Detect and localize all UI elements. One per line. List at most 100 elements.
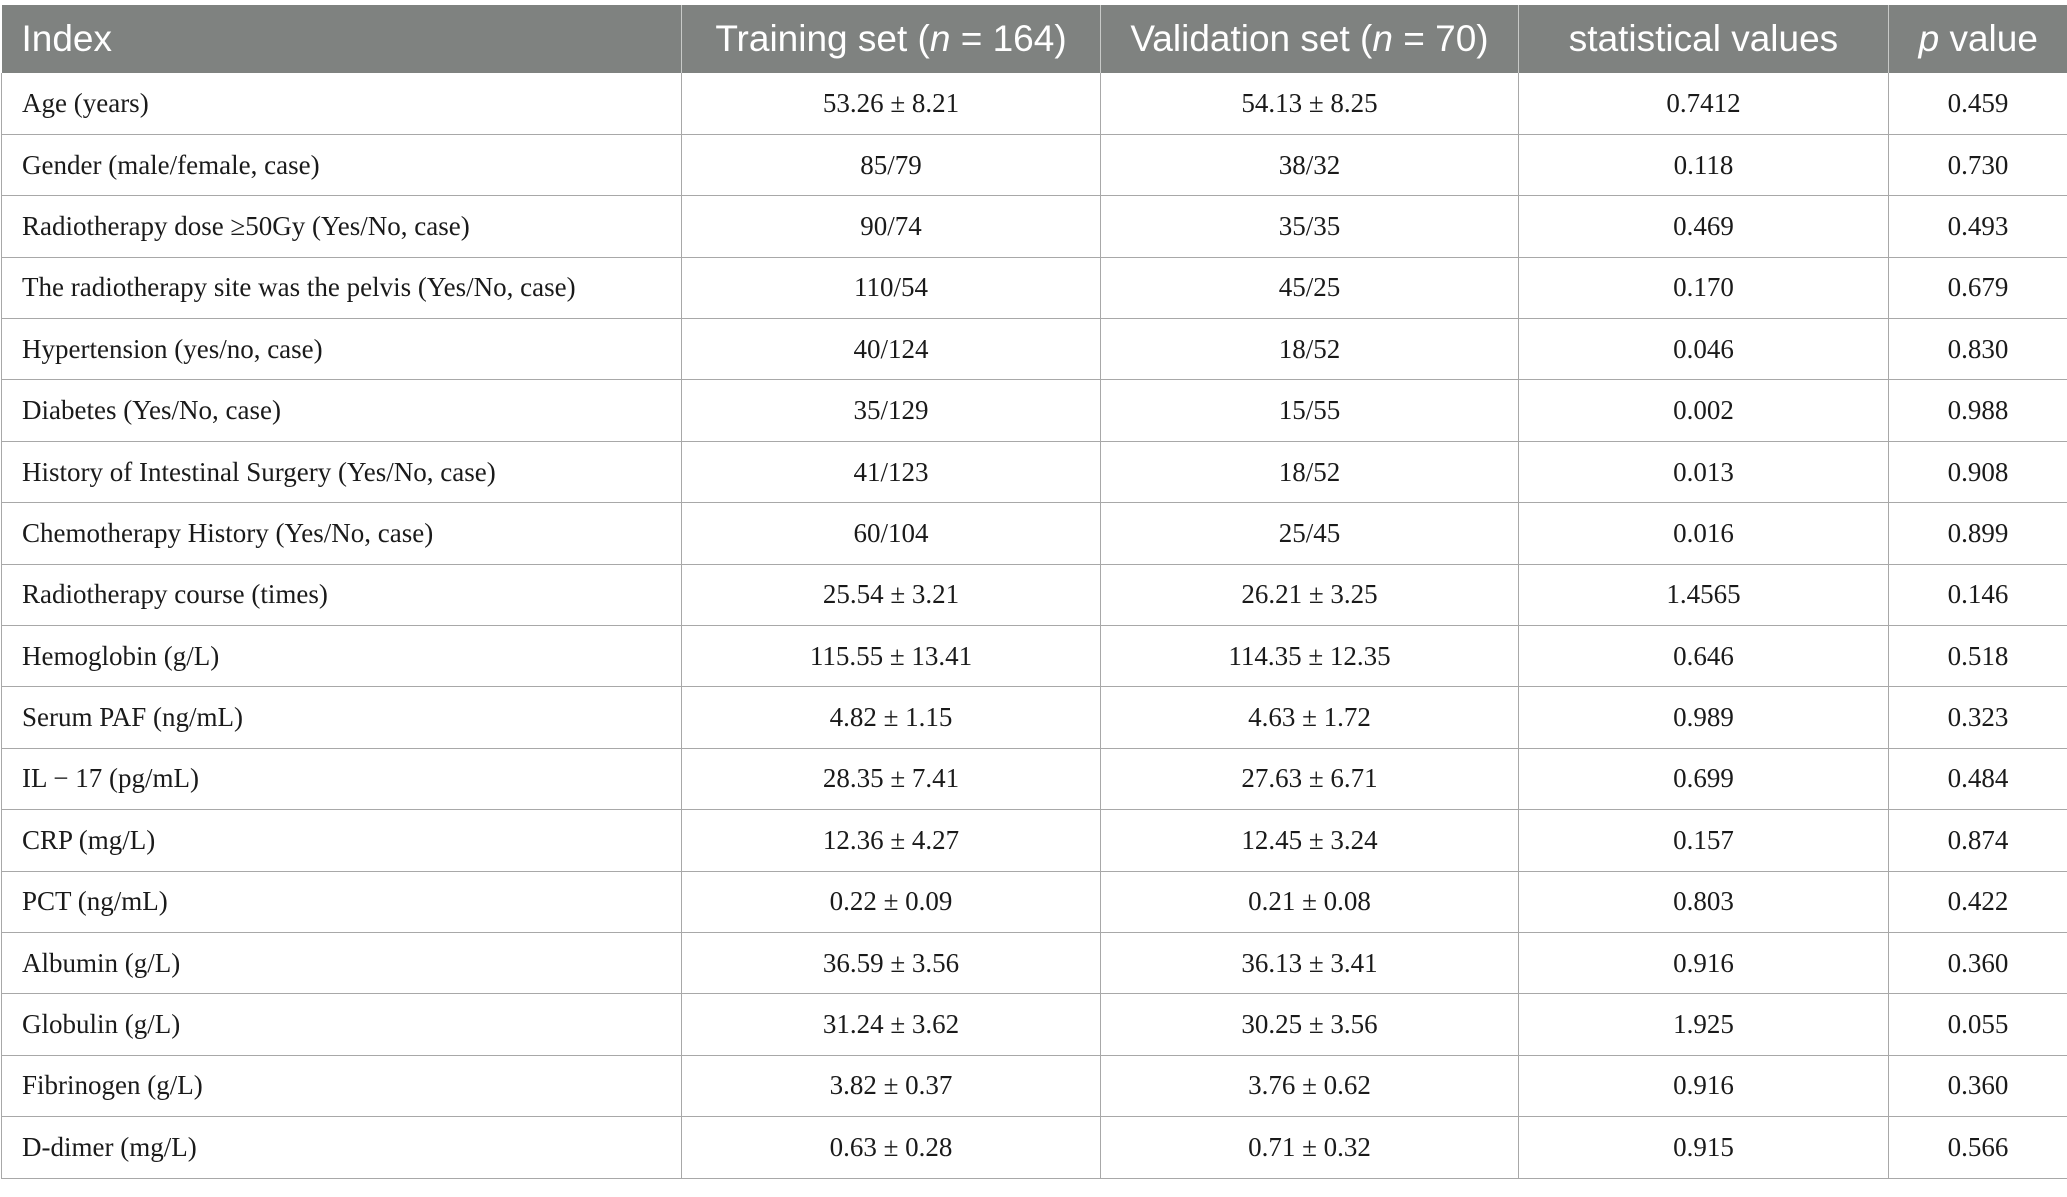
cell-statistic: 0.002	[1518, 379, 1889, 442]
cell-training: 25.54 ± 3.21	[681, 564, 1101, 627]
cell-validation: 0.71 ± 0.32	[1100, 1116, 1519, 1179]
cell-training: 53.26 ± 8.21	[681, 73, 1101, 135]
table-row: Chemotherapy History (Yes/No, case) 60/10…	[1, 502, 2067, 565]
cell-index: Globulin (g/L)	[1, 993, 682, 1056]
cell-index: History of Intestinal Surgery (Yes/No, c…	[1, 441, 682, 504]
cell-training: 115.55 ± 13.41	[681, 625, 1101, 688]
table-row: CRP (mg/L) 12.36 ± 4.27 12.45 ± 3.24 0.157 0…	[1, 809, 2067, 872]
header-row: Index Training set (n = 164) Validation …	[1, 5, 2067, 73]
table-row: D-dimer (mg/L) 0.63 ± 0.28 0.71 ± 0.32 0.91…	[1, 1116, 2067, 1179]
cell-training: 12.36 ± 4.27	[681, 809, 1101, 872]
cell-validation: 15/55	[1100, 379, 1519, 442]
header-training-set: Training set (n = 164)	[681, 5, 1101, 73]
table-row: Age (years) 53.26 ± 8.21 54.13 ± 8.25 0.741…	[1, 73, 2067, 135]
cell-index: Diabetes (Yes/No, case)	[1, 379, 682, 442]
cell-training: 40/124	[681, 318, 1101, 381]
cell-statistic: 0.916	[1518, 932, 1889, 995]
cell-validation: 36.13 ± 3.41	[1100, 932, 1519, 995]
cell-index: Radiotherapy course (times)	[1, 564, 682, 627]
cell-p-value: 0.988	[1888, 379, 2067, 442]
cell-validation: 18/52	[1100, 318, 1519, 381]
cell-validation: 54.13 ± 8.25	[1100, 73, 1519, 135]
cell-statistic: 0.170	[1518, 257, 1889, 320]
cell-index: Albumin (g/L)	[1, 932, 682, 995]
cell-p-value: 0.518	[1888, 625, 2067, 688]
cell-p-value: 0.566	[1888, 1116, 2067, 1179]
cell-p-value: 0.830	[1888, 318, 2067, 381]
cell-p-value: 0.899	[1888, 502, 2067, 565]
cell-training: 35/129	[681, 379, 1101, 442]
cell-training: 60/104	[681, 502, 1101, 565]
cell-training: 4.82 ± 1.15	[681, 686, 1101, 749]
cell-statistic: 0.046	[1518, 318, 1889, 381]
cell-p-value: 0.874	[1888, 809, 2067, 872]
cell-validation: 0.21 ± 0.08	[1100, 871, 1519, 933]
cell-statistic: 0.803	[1518, 871, 1889, 933]
cell-validation: 4.63 ± 1.72	[1100, 686, 1519, 749]
cell-index: D-dimer (mg/L)	[1, 1116, 682, 1179]
table-row: IL − 17 (pg/mL) 28.35 ± 7.41 27.63 ± 6.71 0…	[1, 748, 2067, 811]
cell-statistic: 0.916	[1518, 1055, 1889, 1118]
cell-p-value: 0.422	[1888, 871, 2067, 933]
cell-training: 36.59 ± 3.56	[681, 932, 1101, 995]
cell-training: 31.24 ± 3.62	[681, 993, 1101, 1056]
table-row: Serum PAF (ng/mL) 4.82 ± 1.15 4.63 ± 1.72 0…	[1, 686, 2067, 749]
cell-validation: 45/25	[1100, 257, 1519, 320]
table-row: Hypertension (yes/no, case) 40/124 18/52 0.…	[1, 318, 2067, 381]
cell-statistic: 0.7412	[1518, 73, 1889, 135]
data-table: Index Training set (n = 164) Validation …	[1, 5, 2067, 1179]
cell-p-value: 0.908	[1888, 441, 2067, 504]
cell-index: CRP (mg/L)	[1, 809, 682, 872]
cell-validation: 114.35 ± 12.35	[1100, 625, 1519, 688]
cell-statistic: 0.646	[1518, 625, 1889, 688]
cell-statistic: 0.469	[1518, 195, 1889, 258]
cell-index: Age (years)	[1, 73, 682, 135]
header-validation-set: Validation set (n = 70)	[1100, 5, 1519, 73]
cell-validation: 27.63 ± 6.71	[1100, 748, 1519, 811]
cell-statistic: 0.989	[1518, 686, 1889, 749]
cell-validation: 35/35	[1100, 195, 1519, 258]
cell-index: Chemotherapy History (Yes/No, case)	[1, 502, 682, 565]
cell-validation: 25/45	[1100, 502, 1519, 565]
cell-training: 0.22 ± 0.09	[681, 871, 1101, 933]
table-row: Albumin (g/L) 36.59 ± 3.56 36.13 ± 3.41 0.9…	[1, 932, 2067, 995]
cell-validation: 38/32	[1100, 134, 1519, 197]
cell-p-value: 0.055	[1888, 993, 2067, 1056]
table-row: Radiotherapy dose ≥50Gy (Yes/No, case) 90…	[1, 195, 2067, 258]
cell-validation: 12.45 ± 3.24	[1100, 809, 1519, 872]
cell-validation: 30.25 ± 3.56	[1100, 993, 1519, 1056]
cell-training: 110/54	[681, 257, 1101, 320]
cell-validation: 26.21 ± 3.25	[1100, 564, 1519, 627]
cell-p-value: 0.493	[1888, 195, 2067, 258]
cell-statistic: 1.4565	[1518, 564, 1889, 627]
table-row: Gender (male/female, case) 85/79 38/32 0.11…	[1, 134, 2067, 197]
cell-training: 90/74	[681, 195, 1101, 258]
table-header: Index Training set (n = 164) Validation …	[1, 5, 2067, 73]
cell-training: 3.82 ± 0.37	[681, 1055, 1101, 1118]
cell-validation: 3.76 ± 0.62	[1100, 1055, 1519, 1118]
cell-p-value: 0.146	[1888, 564, 2067, 627]
cell-p-value: 0.679	[1888, 257, 2067, 320]
cell-statistic: 0.699	[1518, 748, 1889, 811]
cell-training: 41/123	[681, 441, 1101, 504]
cell-index: Serum PAF (ng/mL)	[1, 686, 682, 749]
table-row: The radiotherapy site was the pelvis (Ye…	[1, 257, 2067, 320]
cell-p-value: 0.360	[1888, 932, 2067, 995]
cell-training: 28.35 ± 7.41	[681, 748, 1101, 811]
cell-p-value: 0.360	[1888, 1055, 2067, 1118]
table-row: History of Intestinal Surgery (Yes/No, c…	[1, 441, 2067, 504]
cell-statistic: 0.915	[1518, 1116, 1889, 1179]
table-row: Globulin (g/L) 31.24 ± 3.62 30.25 ± 3.56 1.…	[1, 993, 2067, 1056]
table-row: Radiotherapy course (times) 25.54 ± 3.21 2…	[1, 564, 2067, 627]
cell-index: Radiotherapy dose ≥50Gy (Yes/No, case)	[1, 195, 682, 258]
cell-p-value: 0.459	[1888, 73, 2067, 135]
cell-statistic: 0.013	[1518, 441, 1889, 504]
cell-p-value: 0.484	[1888, 748, 2067, 811]
table-row: Hemoglobin (g/L) 115.55 ± 13.41 114.35 ± 1…	[1, 625, 2067, 688]
cell-training: 0.63 ± 0.28	[681, 1116, 1101, 1179]
cell-index: Hypertension (yes/no, case)	[1, 318, 682, 381]
cell-index: The radiotherapy site was the pelvis (Ye…	[1, 257, 682, 320]
cell-index: Hemoglobin (g/L)	[1, 625, 682, 688]
cell-statistic: 0.118	[1518, 134, 1889, 197]
cell-statistic: 0.157	[1518, 809, 1889, 872]
